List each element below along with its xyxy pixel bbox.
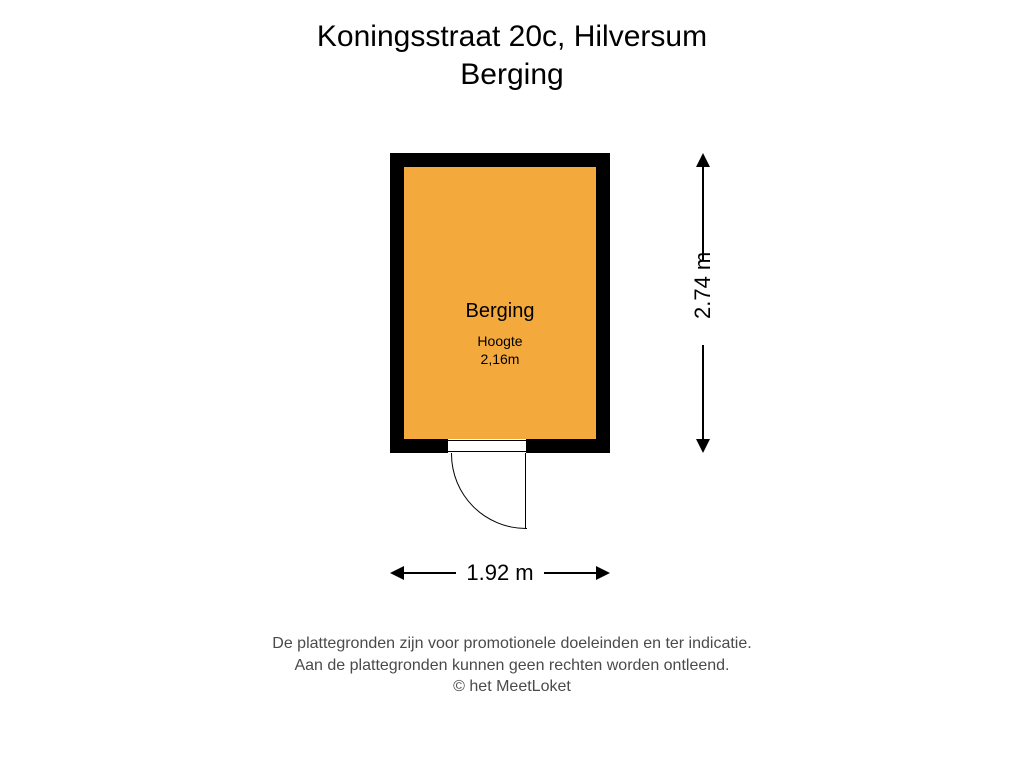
dimension-line	[544, 572, 598, 574]
door-threshold	[448, 440, 526, 452]
door-swing-icon	[451, 453, 527, 529]
door-leaf	[525, 453, 526, 528]
dimension-line	[702, 345, 704, 441]
dimension-vertical-label: 2.74 m	[690, 289, 716, 319]
room-height-value: 2,16m	[481, 351, 520, 367]
footer-disclaimer: De plattegronden zijn voor promotionele …	[0, 633, 1024, 698]
footer-line: De plattegronden zijn voor promotionele …	[0, 633, 1024, 655]
room-name-label: Berging	[390, 300, 610, 323]
dimension-horizontal: 1.92 m	[390, 562, 610, 602]
dimension-vertical: 2.74 m	[700, 153, 790, 453]
footer-copyright: © het MeetLoket	[0, 676, 1024, 698]
room-height-caption: Hoogte	[477, 333, 522, 349]
arrow-down-icon	[696, 439, 710, 453]
title-roomtype: Berging	[0, 56, 1024, 94]
title-address: Koningsstraat 20c, Hilversum	[0, 18, 1024, 56]
room-walls: Berging Hoogte 2,16m	[390, 153, 610, 453]
arrow-right-icon	[596, 566, 610, 580]
floorplan-page: Koningsstraat 20c, Hilversum Berging Ber…	[0, 0, 1024, 768]
dimension-line	[702, 165, 704, 261]
title-block: Koningsstraat 20c, Hilversum Berging	[0, 18, 1024, 93]
room-height-label: Hoogte 2,16m	[390, 333, 610, 368]
footer-line: Aan de plattegronden kunnen geen rechten…	[0, 655, 1024, 677]
floorplan: Berging Hoogte 2,16m	[390, 153, 610, 453]
